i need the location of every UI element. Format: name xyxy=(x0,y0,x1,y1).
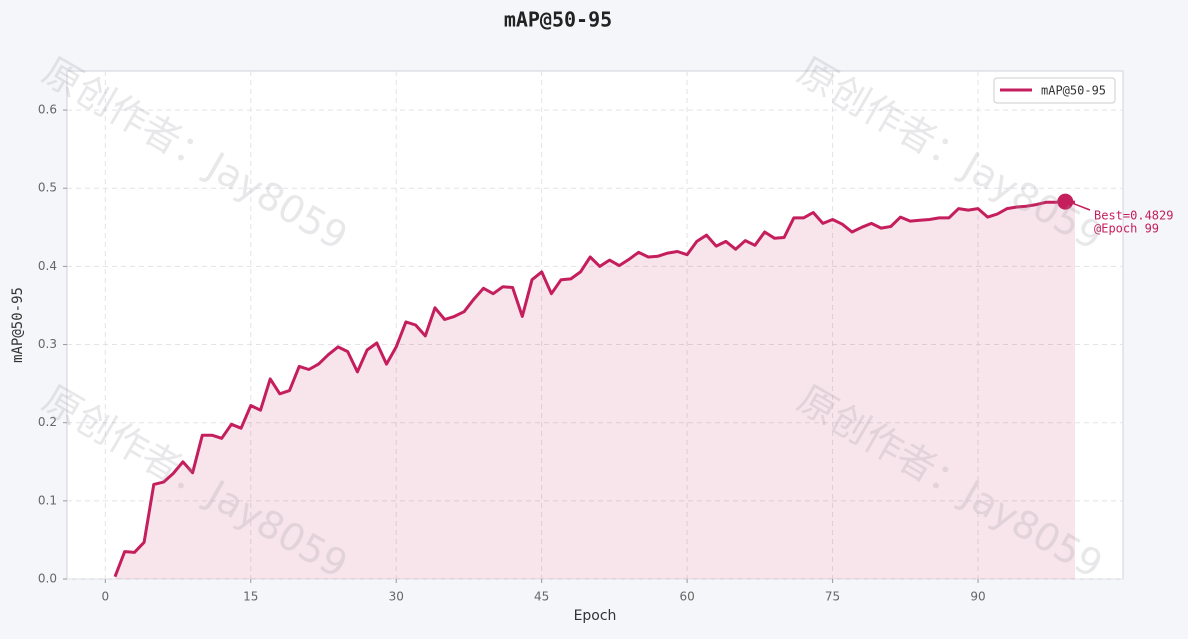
annotation: Best=0.4829 xyxy=(1094,209,1173,223)
y-tick-label: 0.5 xyxy=(38,181,57,195)
x-tick-label: 0 xyxy=(101,590,109,604)
best-point xyxy=(1057,193,1074,210)
legend-label: mAP@50-95 xyxy=(1041,84,1106,98)
y-tick-label: 0.0 xyxy=(38,572,57,586)
y-tick-label: 0.3 xyxy=(38,337,57,351)
area xyxy=(115,201,1075,579)
annotation: @Epoch 99 xyxy=(1094,222,1159,236)
y-tick-label: 0.2 xyxy=(38,415,57,429)
chart-title: mAP@50-95 xyxy=(504,8,612,32)
x-tick-label: 75 xyxy=(825,590,840,604)
x-tick-label: 30 xyxy=(389,590,404,604)
plot-area xyxy=(66,70,1124,580)
x-axis-label: Epoch xyxy=(574,608,617,624)
x-tick-label: 90 xyxy=(970,590,985,604)
x-tick-label: 45 xyxy=(534,590,549,604)
y-tick-label: 0.1 xyxy=(38,493,57,507)
y-axis-label: mAP@50-95 xyxy=(10,287,26,363)
legend-box xyxy=(993,77,1116,104)
x-tick-label: 60 xyxy=(679,590,694,604)
x-tick-label: 15 xyxy=(243,590,258,604)
legend: mAP@50-95 xyxy=(993,77,1116,104)
line xyxy=(113,200,1076,578)
y-tick-label: 0.6 xyxy=(38,103,57,117)
annotation-arrow xyxy=(1073,202,1091,211)
y-tick-label: 0.4 xyxy=(38,259,57,273)
